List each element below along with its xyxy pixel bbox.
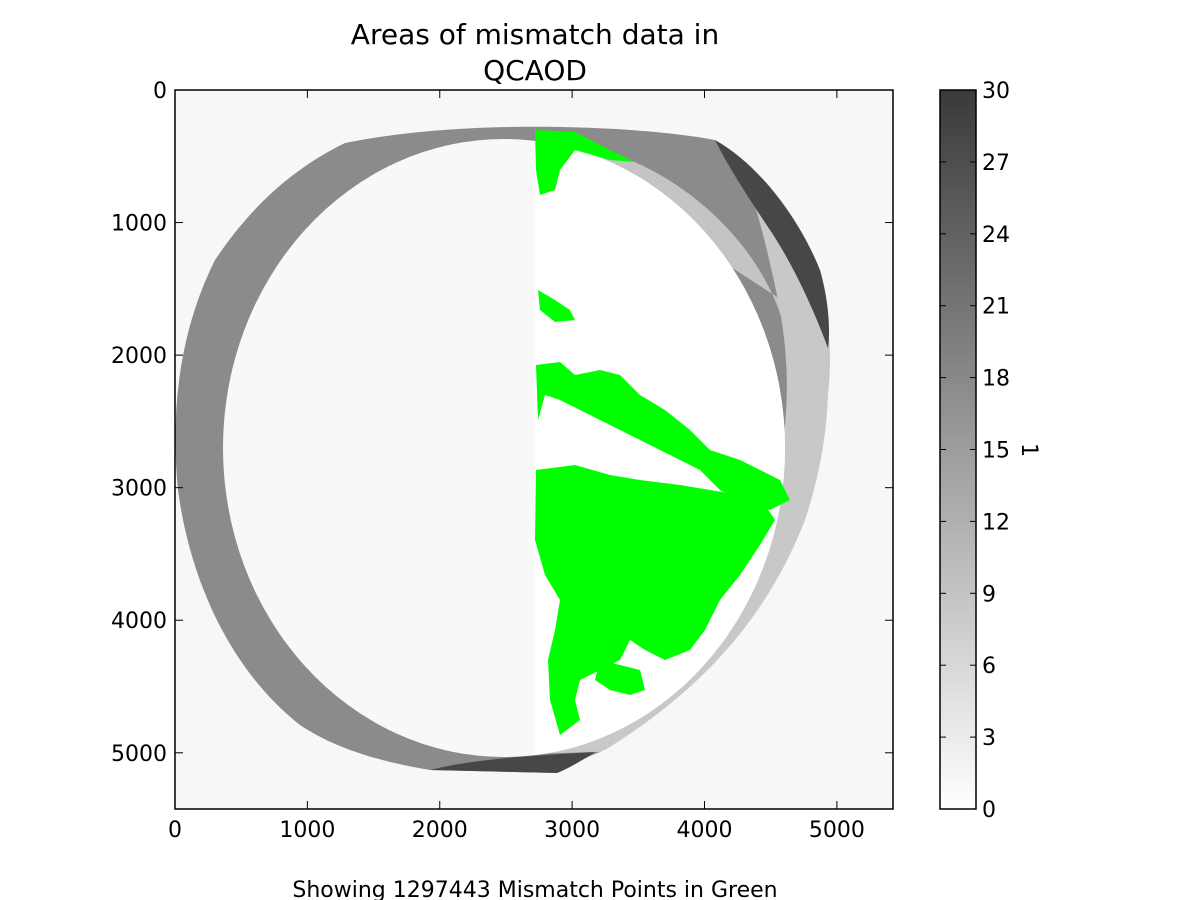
x-axis: 0 1000 2000 3000 4000 5000: [168, 90, 865, 843]
chart-title-line1: Areas of mismatch data in: [351, 18, 719, 51]
colorbar-tick-label: 9: [982, 582, 996, 607]
image-plot: [175, 90, 893, 809]
colorbar-ticks: 0 3 6 9 12 15 18 21 24 27 30: [940, 79, 1010, 823]
x-tick-label: 3000: [544, 818, 600, 843]
colorbar-tick-label: 24: [982, 223, 1010, 248]
x-tick-label: 4000: [676, 818, 732, 843]
y-tick-label: 2000: [111, 344, 167, 369]
mismatch-region: [536, 362, 790, 510]
colorbar-tick-label: 18: [982, 367, 1010, 392]
y-tick-label: 1000: [111, 212, 167, 237]
y-tick-label: 4000: [111, 609, 167, 634]
y-axis: 0 1000 2000 3000 4000 5000: [111, 79, 893, 767]
y-tick-label: 3000: [111, 477, 167, 502]
plot-frame: [174, 89, 894, 810]
colorbar-tick-label: 21: [982, 295, 1010, 320]
mismatch-region: [538, 290, 575, 322]
colorbar-label: 1: [1016, 443, 1041, 457]
mismatch-areas: [535, 130, 790, 735]
mismatch-region: [535, 130, 635, 195]
x-tick-label: 5000: [809, 818, 865, 843]
colorbar-tick-label: 30: [982, 79, 1010, 104]
colorbar-tick-label: 15: [982, 439, 1010, 464]
x-tick-label: 1000: [279, 818, 335, 843]
colorbar-tick-label: 0: [982, 798, 996, 823]
east-light-band: [490, 190, 829, 756]
colorbar-tick-label: 12: [982, 510, 1010, 535]
mismatch-region: [535, 465, 775, 735]
south-dark-strip: [430, 752, 595, 773]
mismatch-region: [595, 660, 645, 695]
y-tick-label: 5000: [111, 742, 167, 767]
colorbar-tick-label: 6: [982, 654, 996, 679]
caption: Showing 1297443 Mismatch Points in Green: [292, 878, 777, 900]
x-tick-label: 0: [168, 818, 182, 843]
colorbar-tick-label: 27: [982, 151, 1010, 176]
x-tick-label: 2000: [412, 818, 468, 843]
y-tick-label: 0: [153, 79, 167, 104]
chart-title-line2: QCAOD: [483, 54, 587, 87]
northeast-dark-crescent: [715, 140, 830, 348]
colorbar-tick-label: 3: [982, 726, 996, 751]
